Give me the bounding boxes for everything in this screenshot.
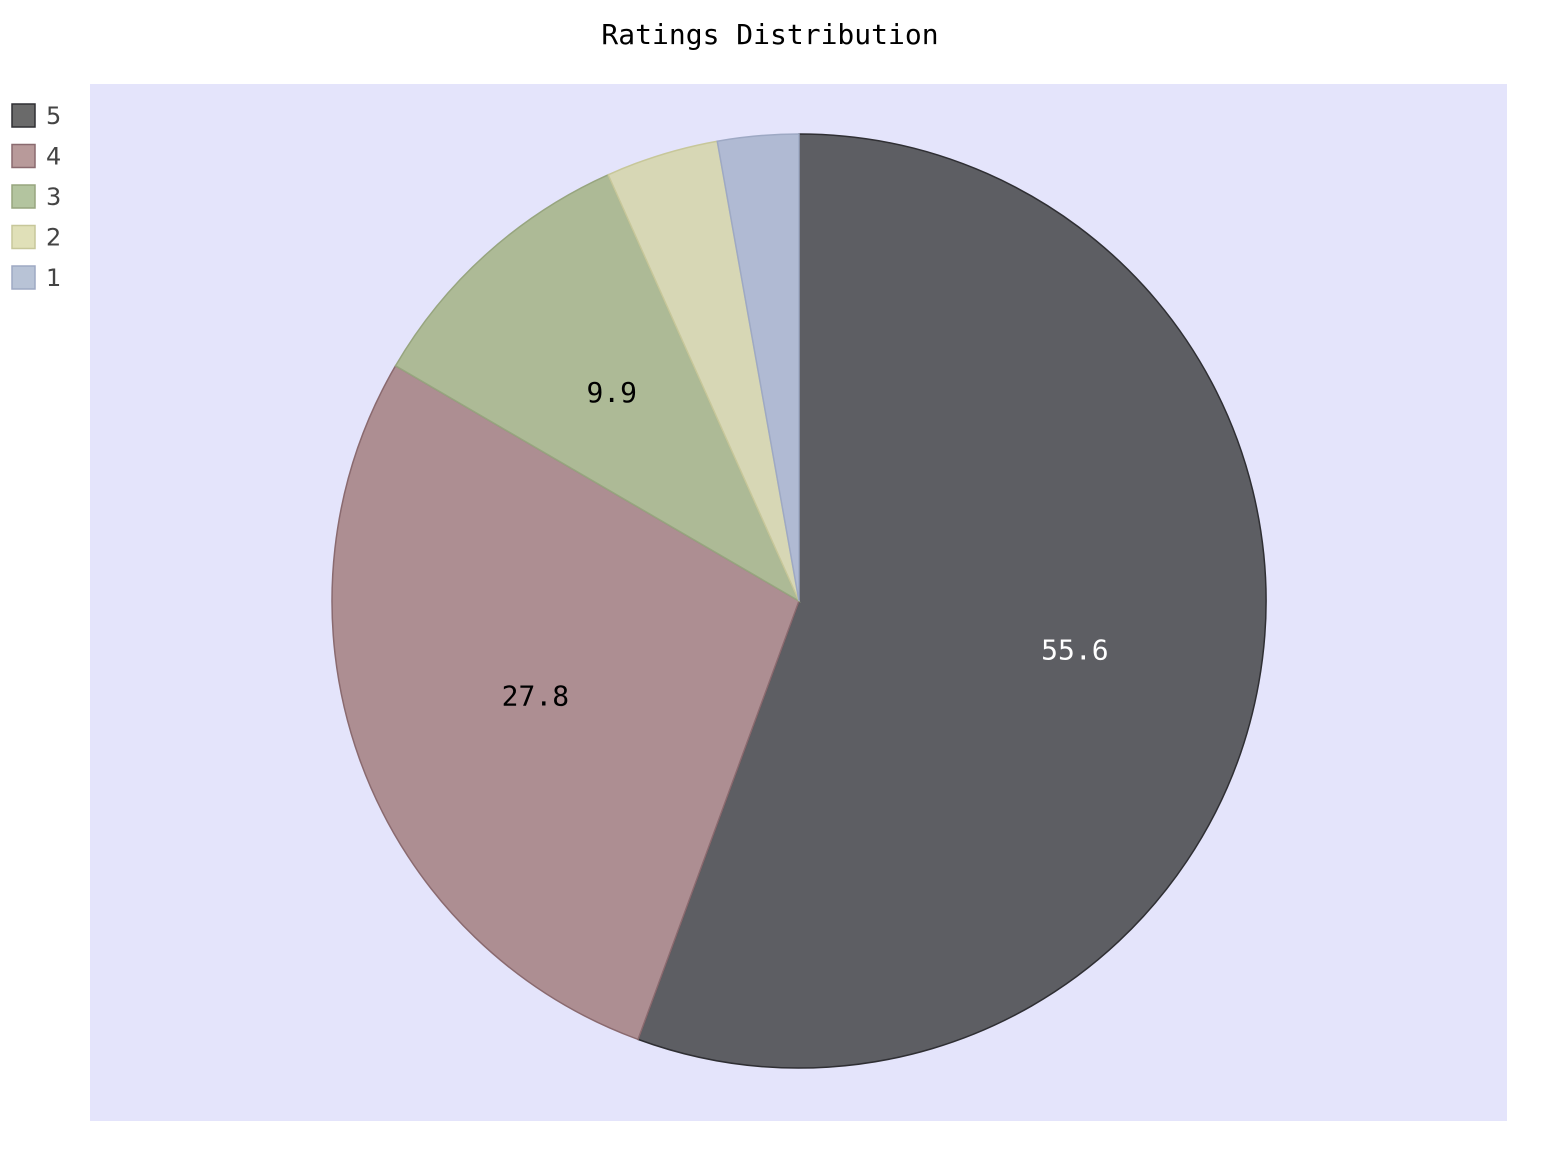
slice-label-4: 27.8 (502, 679, 569, 712)
legend-label-2: 2 (46, 224, 61, 252)
legend-swatch-4 (11, 143, 36, 169)
pie-slice-3 (394, 173, 801, 603)
pie-slice-1 (716, 133, 800, 602)
legend-swatch-3 (11, 184, 36, 209)
legend-label-3: 3 (46, 183, 61, 211)
legend: 5 4 3 2 1 (11, 102, 61, 292)
chart-title: Ratings Distribution (601, 18, 938, 51)
slice-label-3: 9.9 (586, 376, 637, 409)
legend-label-4: 4 (46, 143, 61, 171)
slice-label-5: 55.6 (1041, 634, 1108, 667)
legend-swatch-2 (11, 224, 36, 250)
pie-slice-labels: 55.6 27.8 9.9 (502, 376, 1109, 712)
legend-swatch-1 (11, 265, 36, 290)
pie-slice-4 (331, 364, 800, 1041)
pie-slice-5 (637, 133, 1267, 1069)
legend-label-1: 1 (46, 264, 61, 292)
pie-slices (331, 133, 1267, 1069)
legend-label-5: 5 (46, 102, 61, 130)
legend-swatch-5 (11, 103, 36, 128)
